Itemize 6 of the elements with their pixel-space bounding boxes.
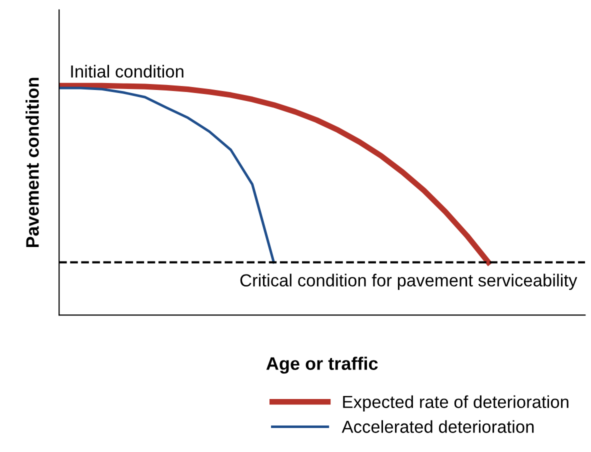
ref-line-label: Critical condition for pavement serviceability — [240, 274, 578, 290]
legend-label: Expected rate of deterioration — [343, 395, 568, 412]
text: Initial condition — [71, 64, 184, 78]
legend-label: Accelerated deterioration — [342, 420, 534, 433]
y-axis-title: Pavement condition — [26, 78, 39, 248]
x-axis-title: Age or traffic — [266, 356, 378, 374]
